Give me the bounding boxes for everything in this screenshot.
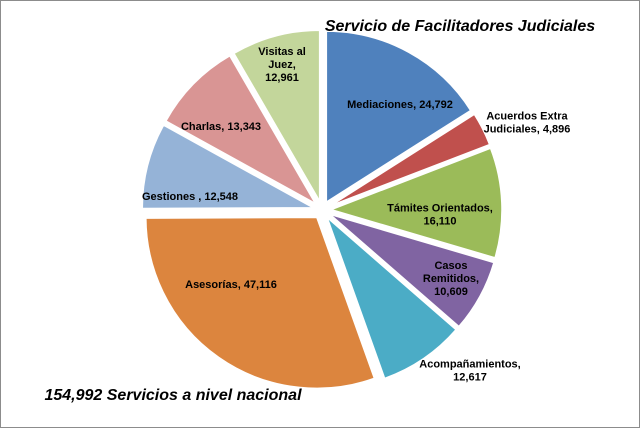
pie-slice bbox=[164, 54, 318, 206]
slice-label: Casos Remitidos, 10,609 bbox=[423, 260, 479, 298]
pie-slice bbox=[141, 124, 317, 210]
chart-title: Servicio de Facilitadores Judiciales bbox=[325, 18, 595, 35]
pie-slice bbox=[329, 213, 495, 328]
chart-subtitle: 154,992 Servicios a nivel nacional bbox=[44, 387, 302, 404]
slice-label: Támites Orientados, 16,110 bbox=[387, 203, 493, 228]
pie-slices bbox=[141, 29, 503, 390]
pie-slice bbox=[329, 113, 491, 207]
pie-slice bbox=[145, 216, 376, 390]
slice-label: Charlas, 13,343 bbox=[181, 121, 261, 133]
pie-slice bbox=[325, 214, 458, 380]
slice-label: Acompañamientos, 12,617 bbox=[419, 359, 520, 384]
slice-label: Mediaciones, 24,792 bbox=[347, 99, 453, 111]
slice-label: Acuerdos Extra Judiciales, 4,896 bbox=[484, 111, 571, 136]
pie-slice bbox=[232, 29, 321, 205]
slice-label: Asesorías, 47,116 bbox=[185, 279, 277, 291]
slice-label: Gestiones , 12,548 bbox=[142, 191, 238, 203]
pie-slice bbox=[328, 147, 503, 259]
pie-slice bbox=[325, 30, 472, 204]
slice-label: Visitas al Juez, 12,961 bbox=[258, 46, 306, 84]
slice-labels: Mediaciones, 24,792 Acuerdos Extra Judicia… bbox=[142, 46, 570, 384]
